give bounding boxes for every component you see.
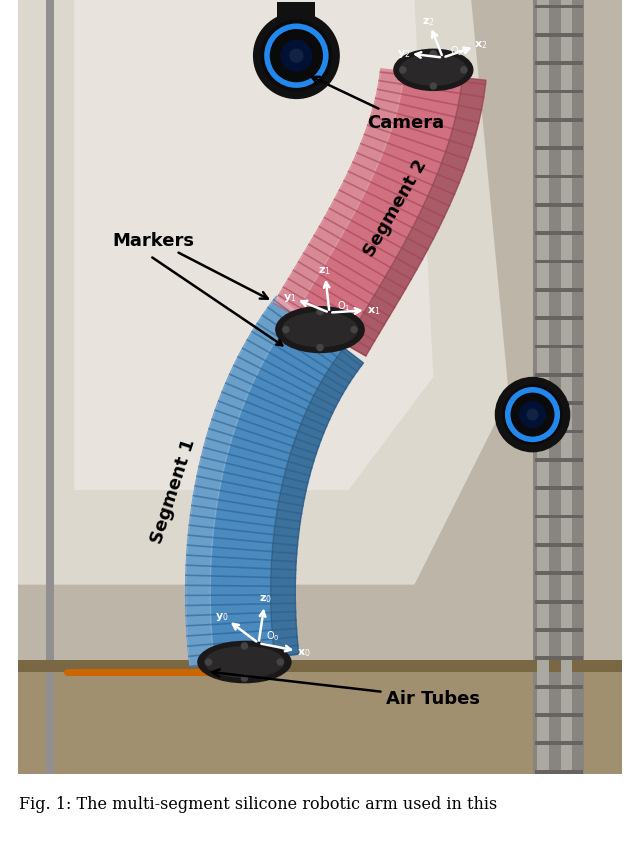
Bar bbox=[535, 770, 582, 774]
Bar bbox=[535, 544, 582, 547]
Ellipse shape bbox=[204, 647, 285, 678]
Bar bbox=[535, 458, 582, 463]
Text: z$_1$: z$_1$ bbox=[318, 265, 331, 277]
Circle shape bbox=[260, 20, 332, 93]
Bar bbox=[535, 62, 582, 66]
Bar bbox=[535, 317, 582, 320]
Ellipse shape bbox=[399, 55, 467, 87]
Circle shape bbox=[316, 308, 324, 316]
Circle shape bbox=[495, 377, 570, 453]
Bar bbox=[535, 289, 582, 292]
Circle shape bbox=[519, 401, 546, 429]
Polygon shape bbox=[271, 348, 364, 657]
Text: Segment 1: Segment 1 bbox=[148, 436, 199, 545]
Polygon shape bbox=[345, 78, 486, 356]
Text: x$_1$: x$_1$ bbox=[367, 304, 380, 316]
Bar bbox=[535, 119, 582, 123]
Polygon shape bbox=[274, 70, 404, 316]
Circle shape bbox=[241, 642, 248, 650]
Bar bbox=[535, 657, 582, 660]
Polygon shape bbox=[186, 296, 364, 666]
Text: O$_2$: O$_2$ bbox=[451, 43, 463, 58]
Polygon shape bbox=[186, 296, 296, 666]
Text: Markers: Markers bbox=[112, 231, 268, 299]
Circle shape bbox=[502, 385, 563, 446]
Text: O$_1$: O$_1$ bbox=[337, 298, 350, 313]
Circle shape bbox=[289, 49, 303, 64]
Circle shape bbox=[276, 659, 284, 666]
Circle shape bbox=[241, 675, 248, 682]
Bar bbox=[535, 147, 582, 151]
Text: Air Tubes: Air Tubes bbox=[212, 670, 480, 707]
Ellipse shape bbox=[393, 49, 474, 92]
Text: y$_0$: y$_0$ bbox=[216, 610, 229, 622]
Text: x$_0$: x$_0$ bbox=[297, 647, 311, 659]
Bar bbox=[535, 232, 582, 236]
Bar bbox=[535, 373, 582, 377]
Bar bbox=[535, 741, 582, 746]
Bar bbox=[18, 665, 622, 774]
Circle shape bbox=[399, 67, 406, 74]
Bar bbox=[535, 204, 582, 208]
Bar bbox=[535, 515, 582, 519]
Text: x$_2$: x$_2$ bbox=[474, 40, 488, 51]
Circle shape bbox=[350, 326, 358, 334]
Bar bbox=[46, 0, 54, 774]
Text: Segment 2: Segment 2 bbox=[360, 156, 431, 259]
Circle shape bbox=[282, 326, 290, 334]
Circle shape bbox=[460, 67, 468, 74]
Bar bbox=[535, 345, 582, 349]
Text: z$_2$: z$_2$ bbox=[422, 16, 435, 28]
Circle shape bbox=[429, 51, 437, 59]
Bar bbox=[535, 486, 582, 491]
Bar bbox=[278, 3, 316, 24]
Bar bbox=[537, 0, 548, 774]
Polygon shape bbox=[18, 0, 509, 585]
Bar bbox=[535, 572, 582, 575]
Bar bbox=[535, 6, 582, 9]
Ellipse shape bbox=[282, 313, 358, 348]
Bar bbox=[535, 90, 582, 95]
Polygon shape bbox=[74, 0, 433, 491]
Text: Camera: Camera bbox=[312, 78, 444, 131]
Polygon shape bbox=[274, 70, 486, 356]
Bar bbox=[532, 0, 584, 774]
Circle shape bbox=[429, 83, 437, 90]
Bar bbox=[535, 176, 582, 179]
Circle shape bbox=[527, 409, 539, 421]
Bar bbox=[535, 34, 582, 37]
Bar bbox=[535, 628, 582, 632]
Ellipse shape bbox=[275, 307, 365, 354]
Bar bbox=[535, 600, 582, 604]
Circle shape bbox=[316, 344, 324, 352]
Text: y$_1$: y$_1$ bbox=[283, 291, 296, 303]
Bar bbox=[535, 261, 582, 264]
Circle shape bbox=[253, 14, 340, 100]
Text: O$_0$: O$_0$ bbox=[266, 629, 280, 642]
Text: z$_0$: z$_0$ bbox=[259, 593, 272, 605]
Circle shape bbox=[280, 41, 312, 72]
Ellipse shape bbox=[197, 641, 292, 683]
Bar bbox=[561, 0, 572, 774]
Text: Fig. 1: The multi-segment silicone robotic arm used in this: Fig. 1: The multi-segment silicone robot… bbox=[19, 796, 497, 813]
Bar bbox=[535, 430, 582, 434]
Bar bbox=[535, 685, 582, 688]
Text: y$_2$: y$_2$ bbox=[397, 48, 410, 60]
Circle shape bbox=[205, 659, 212, 666]
Bar bbox=[535, 402, 582, 406]
Bar bbox=[535, 713, 582, 717]
Bar bbox=[18, 660, 622, 671]
